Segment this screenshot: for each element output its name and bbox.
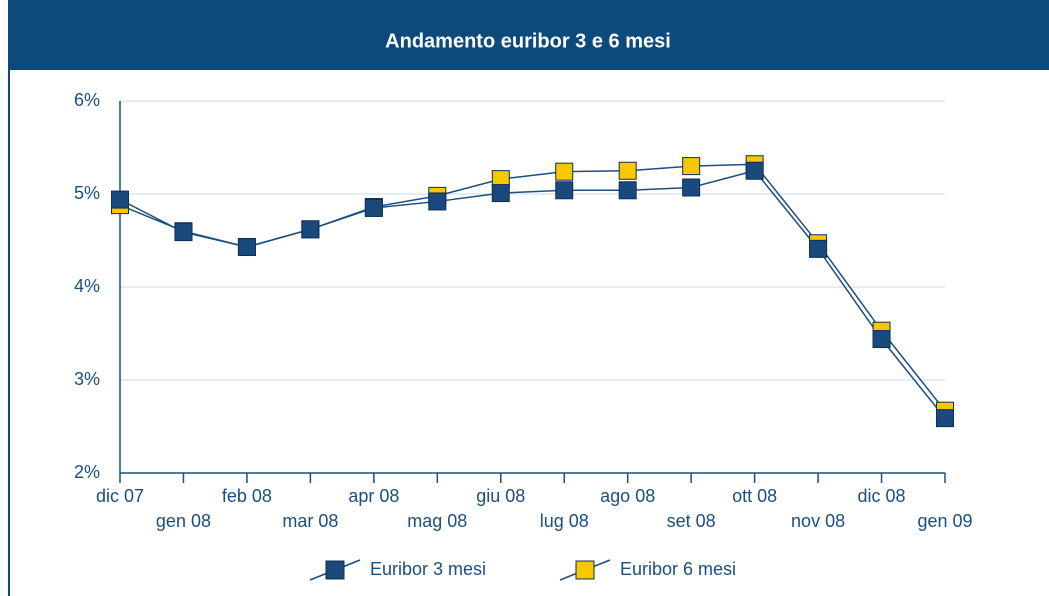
- y-tick-label: 2%: [74, 462, 100, 482]
- marker: [618, 161, 637, 180]
- x-tick-label: gen 08: [156, 511, 211, 531]
- legend-label: Euribor 3 mesi: [370, 559, 486, 579]
- marker: [301, 220, 320, 239]
- marker: [111, 190, 129, 209]
- marker: [555, 181, 574, 200]
- x-tick-label: mar 08: [282, 511, 338, 531]
- header-band: [8, 0, 1049, 70]
- y-tick-label: 3%: [74, 369, 100, 389]
- legend-marker: [575, 560, 595, 580]
- x-tick-label: apr 08: [348, 486, 399, 506]
- series-line: [119, 169, 946, 419]
- y-tick-label: 5%: [74, 183, 100, 203]
- x-tick-label: giu 08: [476, 486, 525, 506]
- y-tick-label: 6%: [74, 90, 100, 110]
- marker: [682, 157, 701, 176]
- x-tick-label: nov 08: [791, 511, 845, 531]
- marker: [618, 181, 637, 200]
- marker: [745, 161, 764, 180]
- marker: [872, 330, 891, 349]
- marker: [555, 162, 574, 181]
- x-tick-label: dic 07: [96, 486, 144, 506]
- marker: [491, 184, 510, 203]
- x-tick-label: ago 08: [600, 486, 655, 506]
- marker: [428, 192, 447, 211]
- chart-title: Andamento euribor 3 e 6 mesi: [385, 30, 671, 52]
- x-tick-label: gen 09: [917, 511, 972, 531]
- x-tick-label: dic 08: [858, 486, 906, 506]
- x-tick-label: ott 08: [732, 486, 777, 506]
- x-tick-label: feb 08: [222, 486, 272, 506]
- legend-label: Euribor 6 mesi: [620, 559, 736, 579]
- marker: [936, 409, 954, 428]
- marker: [364, 198, 383, 217]
- legend-marker: [325, 560, 345, 580]
- marker: [682, 178, 701, 197]
- marker: [809, 239, 828, 258]
- x-tick-label: mag 08: [407, 511, 467, 531]
- y-tick-label: 4%: [74, 276, 100, 296]
- marker: [237, 238, 256, 257]
- marker: [174, 223, 193, 242]
- x-tick-label: lug 08: [540, 511, 589, 531]
- x-tick-label: set 08: [667, 511, 716, 531]
